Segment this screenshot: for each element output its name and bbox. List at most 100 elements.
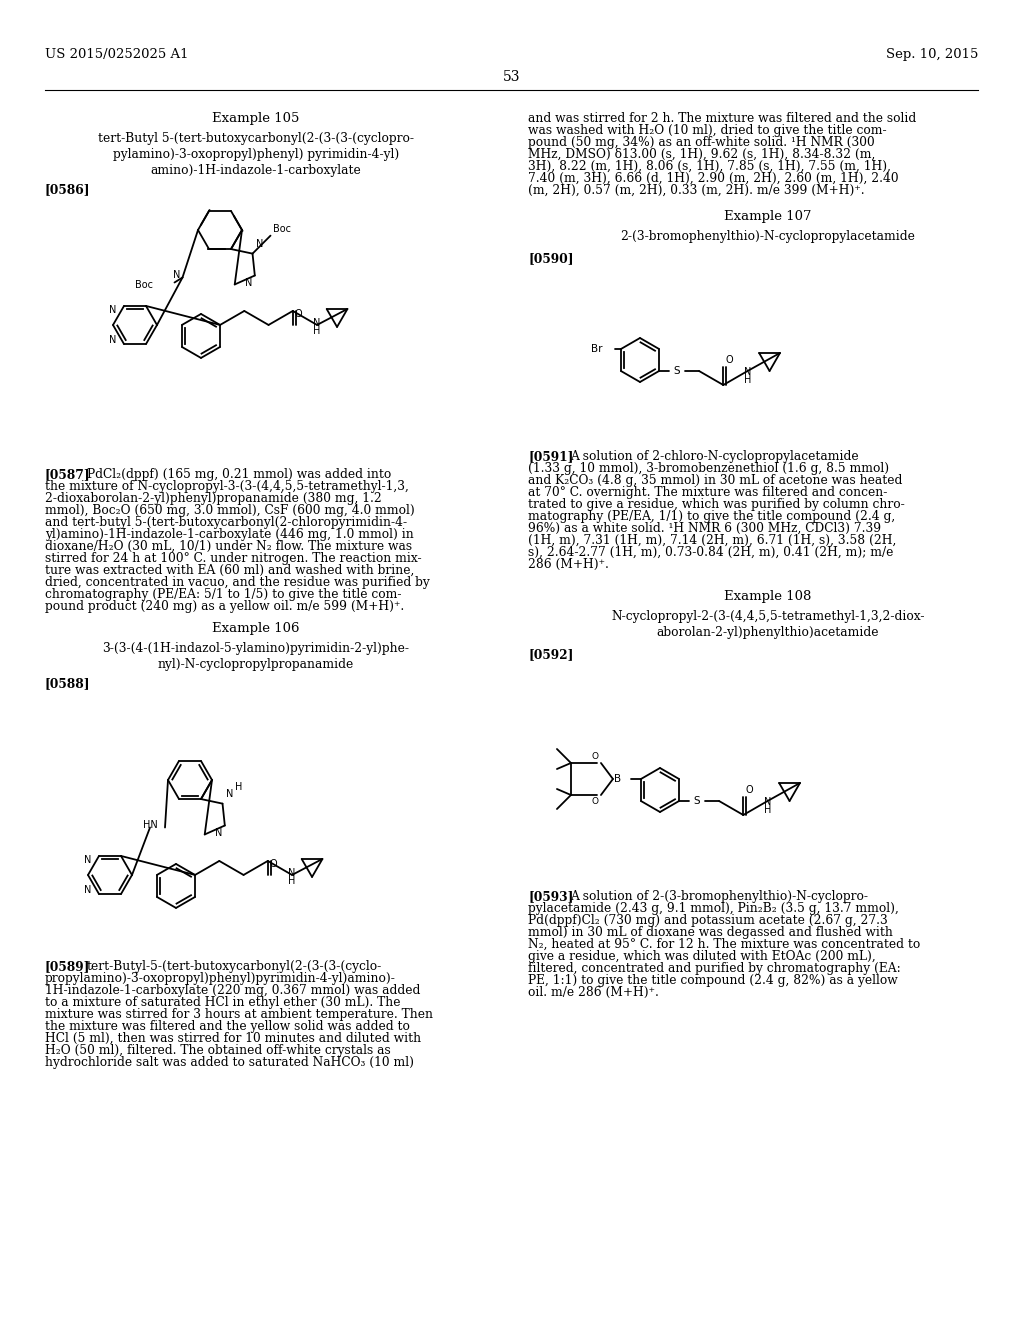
Text: pound (50 mg, 34%) as an off-white solid. ¹H NMR (300: pound (50 mg, 34%) as an off-white solid… [528, 136, 874, 149]
Text: Example 106: Example 106 [212, 622, 300, 635]
Text: Br: Br [592, 345, 603, 354]
Text: trated to give a residue, which was purified by column chro-: trated to give a residue, which was puri… [528, 498, 905, 511]
Text: N: N [84, 884, 91, 895]
Text: Boc: Boc [134, 280, 153, 289]
Text: oil. m/e 286 (M+H)⁺.: oil. m/e 286 (M+H)⁺. [528, 986, 658, 999]
Text: [0588]: [0588] [45, 677, 90, 690]
Text: N: N [109, 335, 116, 345]
Text: tert-Butyl 5-(tert-butoxycarbonyl(2-(3-(3-(cyclopro-: tert-Butyl 5-(tert-butoxycarbonyl(2-(3-(… [98, 132, 414, 145]
Text: O: O [745, 785, 753, 795]
Text: [0591]: [0591] [528, 450, 573, 463]
Text: H: H [234, 781, 242, 792]
Text: and tert-butyl 5-(tert-butoxycarbonyl(2-chloropyrimidin-4-: and tert-butyl 5-(tert-butoxycarbonyl(2-… [45, 516, 408, 529]
Text: O: O [592, 752, 599, 762]
Text: S: S [674, 366, 680, 376]
Text: the mixture of N-cyclopropyl-3-(3-(4,4,5,5-tetramethyl-1,3,: the mixture of N-cyclopropyl-3-(3-(4,4,5… [45, 480, 409, 492]
Text: propylamino)-3-oxopropyl)phenyl)pyrimidin-4-yl)amino)-: propylamino)-3-oxopropyl)phenyl)pyrimidi… [45, 972, 396, 985]
Text: Example 108: Example 108 [724, 590, 812, 603]
Text: and K₂CO₃ (4.8 g, 35 mmol) in 30 mL of acetone was heated: and K₂CO₃ (4.8 g, 35 mmol) in 30 mL of a… [528, 474, 902, 487]
Text: O: O [725, 355, 733, 366]
Text: pound product (240 mg) as a yellow oil. m/e 599 (M+H)⁺.: pound product (240 mg) as a yellow oil. … [45, 601, 404, 612]
Text: was washed with H₂O (10 ml), dried to give the title com-: was washed with H₂O (10 ml), dried to gi… [528, 124, 887, 137]
Text: S: S [693, 796, 700, 807]
Text: [0589]: [0589] [45, 960, 90, 973]
Text: PdCl₂(dppf) (165 mg, 0.21 mmol) was added into: PdCl₂(dppf) (165 mg, 0.21 mmol) was adde… [87, 469, 391, 480]
Text: HN: HN [142, 821, 158, 830]
Text: H: H [764, 805, 771, 814]
Text: MHz, DMSO) δ13.00 (s, 1H), 9.62 (s, 1H), 8.34-8.32 (m,: MHz, DMSO) δ13.00 (s, 1H), 9.62 (s, 1H),… [528, 148, 876, 161]
Text: HCl (5 ml), then was stirred for 10 minutes and diluted with: HCl (5 ml), then was stirred for 10 minu… [45, 1032, 421, 1045]
Text: pylamino)-3-oxopropyl)phenyl) pyrimidin-4-yl): pylamino)-3-oxopropyl)phenyl) pyrimidin-… [113, 148, 399, 161]
Text: PE, 1:1) to give the title compound (2.4 g, 82%) as a yellow: PE, 1:1) to give the title compound (2.4… [528, 974, 898, 987]
Text: 53: 53 [503, 70, 521, 84]
Text: [0592]: [0592] [528, 648, 573, 661]
Text: [0593]: [0593] [528, 890, 573, 903]
Text: (m, 2H), 0.57 (m, 2H), 0.33 (m, 2H). m/e 399 (M+H)⁺.: (m, 2H), 0.57 (m, 2H), 0.33 (m, 2H). m/e… [528, 183, 864, 197]
Text: O: O [295, 309, 302, 319]
Text: [0586]: [0586] [45, 183, 90, 195]
Text: H: H [743, 375, 752, 385]
Text: (1H, m), 7.31 (1H, m), 7.14 (2H, m), 6.71 (1H, s), 3.58 (2H,: (1H, m), 7.31 (1H, m), 7.14 (2H, m), 6.7… [528, 535, 896, 546]
Text: tert-Butyl-5-(tert-butoxycarbonyl(2-(3-(3-(cyclo-: tert-Butyl-5-(tert-butoxycarbonyl(2-(3-(… [87, 960, 382, 973]
Text: US 2015/0252025 A1: US 2015/0252025 A1 [45, 48, 188, 61]
Text: amino)-1H-indazole-1-carboxylate: amino)-1H-indazole-1-carboxylate [151, 164, 361, 177]
Text: 2-dioxaborolan-2-yl)phenyl)propanamide (380 mg, 1.2: 2-dioxaborolan-2-yl)phenyl)propanamide (… [45, 492, 382, 506]
Text: B: B [613, 774, 621, 784]
Text: dioxane/H₂O (30 mL, 10/1) under N₂ flow. The mixture was: dioxane/H₂O (30 mL, 10/1) under N₂ flow.… [45, 540, 412, 553]
Text: (1.33 g, 10 mmol), 3-bromobenzenethiol (1.6 g, 8.5 mmol): (1.33 g, 10 mmol), 3-bromobenzenethiol (… [528, 462, 889, 475]
Text: 7.40 (m, 3H), 6.66 (d, 1H), 2.90 (m, 2H), 2.60 (m, 1H), 2.40: 7.40 (m, 3H), 6.66 (d, 1H), 2.90 (m, 2H)… [528, 172, 899, 185]
Text: 1H-indazole-1-carboxylate (220 mg, 0.367 mmol) was added: 1H-indazole-1-carboxylate (220 mg, 0.367… [45, 983, 421, 997]
Text: N: N [313, 318, 321, 327]
Text: N₂, heated at 95° C. for 12 h. The mixture was concentrated to: N₂, heated at 95° C. for 12 h. The mixtu… [528, 939, 921, 950]
Text: hydrochloride salt was added to saturated NaHCO₃ (10 ml): hydrochloride salt was added to saturate… [45, 1056, 414, 1069]
Text: O: O [269, 859, 278, 869]
Text: to a mixture of saturated HCl in ethyl ether (30 mL). The: to a mixture of saturated HCl in ethyl e… [45, 997, 400, 1008]
Text: N-cyclopropyl-2-(3-(4,4,5,5-tetramethyl-1,3,2-diox-: N-cyclopropyl-2-(3-(4,4,5,5-tetramethyl-… [611, 610, 925, 623]
Text: mmol) in 30 mL of dioxane was degassed and flushed with: mmol) in 30 mL of dioxane was degassed a… [528, 927, 893, 939]
Text: A solution of 2-(3-bromophenylthio)-N-cyclopro-: A solution of 2-(3-bromophenylthio)-N-cy… [570, 890, 868, 903]
Text: Example 105: Example 105 [212, 112, 300, 125]
Text: [0587]: [0587] [45, 469, 91, 480]
Text: Boc: Boc [272, 223, 291, 234]
Text: Pd(dppf)Cl₂ (730 mg) and potassium acetate (2.67 g, 27.3: Pd(dppf)Cl₂ (730 mg) and potassium aceta… [528, 913, 888, 927]
Text: dried, concentrated in vacuo, and the residue was purified by: dried, concentrated in vacuo, and the re… [45, 576, 430, 589]
Text: A solution of 2-chloro-N-cyclopropylacetamide: A solution of 2-chloro-N-cyclopropylacet… [570, 450, 859, 463]
Text: 3-(3-(4-(1H-indazol-5-ylamino)pyrimidin-2-yl)phe-: 3-(3-(4-(1H-indazol-5-ylamino)pyrimidin-… [102, 642, 410, 655]
Text: N: N [173, 269, 180, 280]
Text: N: N [743, 367, 752, 378]
Text: stirred for 24 h at 100° C. under nitrogen. The reaction mix-: stirred for 24 h at 100° C. under nitrog… [45, 552, 422, 565]
Text: give a residue, which was diluted with EtOAc (200 mL),: give a residue, which was diluted with E… [528, 950, 876, 964]
Text: pylacetamide (2.43 g, 9.1 mmol), Pin₂B₂ (3.5 g, 13.7 mmol),: pylacetamide (2.43 g, 9.1 mmol), Pin₂B₂ … [528, 902, 899, 915]
Text: H₂O (50 ml), filtered. The obtained off-white crystals as: H₂O (50 ml), filtered. The obtained off-… [45, 1044, 391, 1057]
Text: mmol), Boc₂O (650 mg, 3.0 mmol), CsF (600 mg, 4.0 mmol): mmol), Boc₂O (650 mg, 3.0 mmol), CsF (60… [45, 504, 415, 517]
Text: N: N [246, 277, 253, 288]
Text: aborolan-2-yl)phenylthio)acetamide: aborolan-2-yl)phenylthio)acetamide [656, 626, 880, 639]
Text: 3H), 8.22 (m, 1H), 8.06 (s, 1H), 7.85 (s, 1H), 7.55 (m, 1H),: 3H), 8.22 (m, 1H), 8.06 (s, 1H), 7.85 (s… [528, 160, 891, 173]
Text: [0590]: [0590] [528, 252, 573, 265]
Text: H: H [313, 326, 321, 337]
Text: s), 2.64-2.77 (1H, m), 0.73-0.84 (2H, m), 0.41 (2H, m); m/e: s), 2.64-2.77 (1H, m), 0.73-0.84 (2H, m)… [528, 546, 893, 558]
Text: Example 107: Example 107 [724, 210, 812, 223]
Text: nyl)-N-cyclopropylpropanamide: nyl)-N-cyclopropylpropanamide [158, 657, 354, 671]
Text: N: N [215, 828, 223, 837]
Text: N: N [256, 239, 263, 248]
Text: ture was extracted with EA (60 ml) and washed with brine,: ture was extracted with EA (60 ml) and w… [45, 564, 415, 577]
Text: chromatography (PE/EA: 5/1 to 1/5) to give the title com-: chromatography (PE/EA: 5/1 to 1/5) to gi… [45, 587, 401, 601]
Text: N: N [225, 788, 232, 799]
Text: H: H [289, 876, 296, 886]
Text: filtered, concentrated and purified by chromatography (EA:: filtered, concentrated and purified by c… [528, 962, 901, 975]
Text: yl)amino)-1H-indazole-1-carboxylate (446 mg, 1.0 mmol) in: yl)amino)-1H-indazole-1-carboxylate (446… [45, 528, 414, 541]
Text: Sep. 10, 2015: Sep. 10, 2015 [886, 48, 978, 61]
Text: N: N [289, 869, 296, 878]
Text: and was stirred for 2 h. The mixture was filtered and the solid: and was stirred for 2 h. The mixture was… [528, 112, 916, 125]
Text: 2-(3-bromophenylthio)-N-cyclopropylacetamide: 2-(3-bromophenylthio)-N-cyclopropylaceta… [621, 230, 915, 243]
Text: 286 (M+H)⁺.: 286 (M+H)⁺. [528, 558, 609, 572]
Text: O: O [592, 797, 599, 807]
Text: N: N [84, 855, 91, 865]
Text: N: N [109, 305, 116, 315]
Text: 96%) as a white solid. ¹H NMR 6 (300 MHz, CDCl3) 7.39: 96%) as a white solid. ¹H NMR 6 (300 MHz… [528, 521, 881, 535]
Text: matography (PE/EA, 1/1) to give the title compound (2.4 g,: matography (PE/EA, 1/1) to give the titl… [528, 510, 895, 523]
Text: at 70° C. overnight. The mixture was filtered and concen-: at 70° C. overnight. The mixture was fil… [528, 486, 888, 499]
Text: mixture was stirred for 3 hours at ambient temperature. Then: mixture was stirred for 3 hours at ambie… [45, 1008, 433, 1020]
Text: the mixture was filtered and the yellow solid was added to: the mixture was filtered and the yellow … [45, 1020, 410, 1034]
